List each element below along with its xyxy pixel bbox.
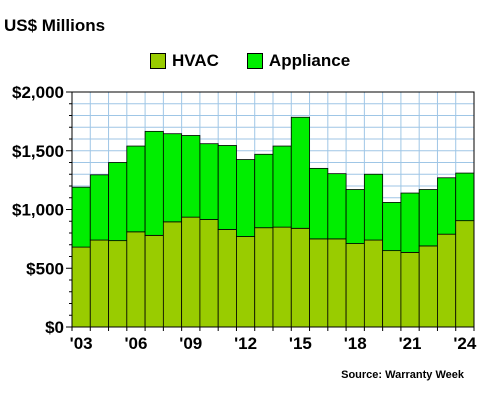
bar-hvac-2016 — [309, 238, 329, 328]
bar-hvac-2012 — [236, 236, 256, 328]
x-tick-label: '06 — [124, 334, 147, 353]
bar-hvac-2006 — [126, 231, 146, 328]
bar-appliance-2015 — [290, 116, 310, 229]
y-tick-label: $0 — [45, 318, 64, 337]
y-tick-label: $1,000 — [12, 201, 64, 220]
bar-appliance-2006 — [126, 145, 146, 233]
bar-appliance-2005 — [108, 162, 128, 242]
bar-appliance-2019 — [363, 173, 384, 241]
legend-swatch-appliance — [246, 53, 263, 69]
bar-hvac-2023 — [437, 233, 457, 328]
bar-hvac-2020 — [382, 250, 402, 328]
bar-hvac-2021 — [400, 251, 420, 328]
legend: HVAC Appliance — [150, 51, 378, 71]
bar-appliance-2008 — [162, 133, 183, 223]
bar-appliance-2023 — [437, 177, 457, 235]
bar-hvac-2013 — [254, 227, 274, 328]
y-tick-label: $500 — [26, 259, 64, 278]
bar-appliance-2009 — [181, 135, 201, 218]
bar-hvac-2024 — [455, 220, 475, 328]
bar-hvac-2008 — [162, 221, 183, 328]
y-tick-label: $1,500 — [12, 142, 64, 161]
bar-appliance-2003 — [71, 186, 91, 248]
bar-hvac-2019 — [363, 239, 384, 328]
bar-appliance-2010 — [199, 143, 219, 220]
legend-item-appliance: Appliance — [246, 51, 351, 71]
bar-appliance-2021 — [400, 192, 420, 253]
bar-hvac-2014 — [272, 226, 292, 328]
x-tick-label: '09 — [179, 334, 202, 353]
y-tick-label: $2,000 — [12, 83, 64, 102]
bar-hvac-2022 — [418, 245, 438, 328]
bar-hvac-2017 — [327, 238, 347, 328]
x-tick-label: '15 — [289, 334, 312, 353]
bar-appliance-2022 — [418, 189, 438, 247]
source-note: Source: Warranty Week — [341, 369, 464, 381]
x-tick-label: '21 — [399, 334, 422, 353]
bar-hvac-2004 — [89, 239, 109, 328]
legend-label-appliance: Appliance — [268, 51, 351, 70]
bar-hvac-2015 — [290, 227, 310, 328]
bar-appliance-2016 — [309, 167, 329, 240]
bar-appliance-2020 — [382, 202, 402, 252]
x-tick-label: '18 — [344, 334, 367, 353]
x-tick-label: '12 — [234, 334, 257, 353]
legend-item-hvac: HVAC — [150, 51, 219, 71]
bar-hvac-2007 — [144, 234, 164, 328]
x-tick-label: '24 — [453, 334, 476, 353]
bar-hvac-2009 — [181, 216, 201, 328]
bar-appliance-2014 — [272, 145, 292, 228]
bar-appliance-2024 — [455, 172, 475, 222]
bar-appliance-2011 — [217, 145, 237, 230]
bar-appliance-2004 — [89, 174, 109, 241]
x-tick-label: '03 — [70, 334, 93, 353]
bar-hvac-2018 — [345, 243, 365, 328]
unit-label: US$ Millions — [4, 16, 106, 35]
bar-appliance-2017 — [327, 173, 347, 240]
bar-hvac-2010 — [199, 219, 219, 328]
bar-appliance-2012 — [236, 159, 256, 237]
bar-appliance-2018 — [345, 189, 365, 244]
bar-appliance-2013 — [254, 153, 274, 229]
legend-label-hvac: HVAC — [172, 51, 219, 70]
bar-appliance-2007 — [144, 130, 164, 236]
legend-swatch-hvac — [150, 53, 166, 69]
bar-hvac-2011 — [217, 229, 237, 328]
bar-hvac-2005 — [108, 240, 128, 328]
bar-hvac-2003 — [71, 246, 91, 328]
